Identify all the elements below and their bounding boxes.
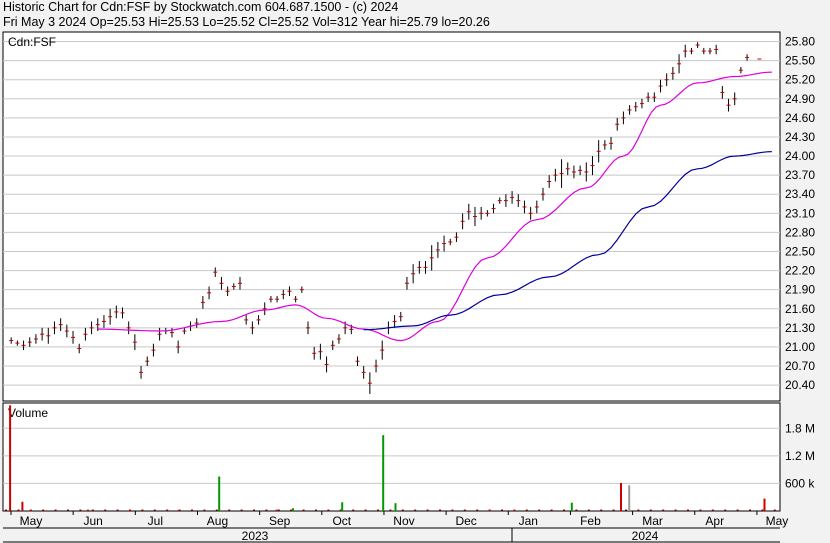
price-tick-label: 23.70	[785, 168, 815, 182]
volume-bar	[46, 510, 48, 511]
price-tick-label: 25.80	[785, 35, 815, 49]
price-tick-label: 24.60	[785, 111, 815, 125]
price-panel-title: Cdn:FSF	[8, 35, 56, 49]
volume-bar	[128, 510, 130, 511]
price-tick-label: 23.10	[785, 206, 815, 220]
month-label: Apr	[705, 514, 724, 528]
month-label: May	[20, 514, 43, 528]
volume-bar	[177, 510, 180, 511]
price-tick-label: 20.40	[785, 378, 815, 392]
year-axis: 2023 2024	[242, 528, 659, 543]
volume-bar	[29, 510, 32, 511]
volume-bar	[570, 502, 573, 511]
volume-bar	[488, 509, 491, 511]
volume-bar	[275, 509, 278, 511]
chart-header-title: Historic Chart for Cdn:FSF by Stockwatch…	[3, 0, 399, 14]
chart-header-stats: Fri May 3 2024 Op=25.53 Hi=25.53 Lo=25.5…	[3, 15, 490, 29]
month-label: Jun	[83, 514, 102, 528]
month-label: Feb	[580, 514, 601, 528]
month-label: Jul	[148, 514, 163, 528]
volume-bar	[763, 498, 766, 511]
volume-bar	[292, 508, 294, 511]
price-tick-label: 21.00	[785, 340, 815, 354]
price-axis-ticks: 20.40 20.70 21.00 21.30 21.60 21.90 22.20 22.50…	[785, 35, 815, 393]
volume-bar	[87, 509, 89, 511]
month-label: Dec	[455, 514, 476, 528]
price-tick-label: 21.90	[785, 283, 815, 297]
price-tick-label: 25.20	[785, 73, 815, 87]
price-tick-label: 25.50	[785, 54, 815, 68]
price-tick-label: 24.00	[785, 149, 815, 163]
volume-bar	[341, 502, 344, 511]
month-label: Sep	[269, 514, 291, 528]
volume-bar	[628, 485, 631, 511]
price-tick-label: 24.30	[785, 130, 815, 144]
volume-bar	[21, 501, 24, 511]
volume-tick-label: 1.8 M	[785, 421, 815, 435]
year-label: 2023	[242, 529, 269, 543]
volume-bar	[9, 405, 12, 511]
volume-bar	[394, 503, 397, 511]
month-label: Mar	[642, 514, 663, 528]
price-tick-label: 22.80	[785, 225, 815, 239]
volume-tick-label: 1.2 M	[785, 449, 815, 463]
price-tick-label: 23.40	[785, 187, 815, 201]
volume-bars	[9, 405, 766, 511]
volume-bar	[620, 482, 622, 511]
volume-panel	[2, 402, 781, 512]
price-tick-label: 24.90	[785, 92, 815, 106]
volume-gridlines	[3, 427, 780, 511]
price-tick-label: 22.20	[785, 264, 815, 278]
moving-average-long	[363, 151, 772, 331]
month-label: May	[766, 514, 789, 528]
volume-bar	[218, 476, 221, 511]
price-panel	[2, 31, 781, 402]
price-tick-label: 22.50	[785, 244, 815, 258]
price-tick-label: 20.70	[785, 359, 815, 373]
month-label: Jan	[519, 514, 538, 528]
volume-bar	[513, 510, 516, 511]
price-tick-label: 21.60	[785, 302, 815, 316]
ohlc-bars	[9, 42, 762, 395]
volume-bar	[382, 435, 385, 511]
moving-average-short	[97, 71, 772, 342]
month-label: Oct	[332, 514, 351, 528]
volume-tick-label: 600 k	[785, 476, 815, 490]
price-gridlines	[3, 41, 780, 386]
year-label: 2024	[632, 529, 659, 543]
month-label: Aug	[207, 514, 228, 528]
month-axis: May Jun Jul Aug Sep Oct Nov Dec Jan Feb Mar Apr May	[10, 511, 789, 528]
month-label: Nov	[393, 514, 414, 528]
volume-panel-title: Volume	[8, 406, 48, 420]
price-tick-label: 21.30	[785, 321, 815, 335]
volume-axis-ticks: 600 k 1.2 M 1.8 M	[785, 421, 815, 490]
